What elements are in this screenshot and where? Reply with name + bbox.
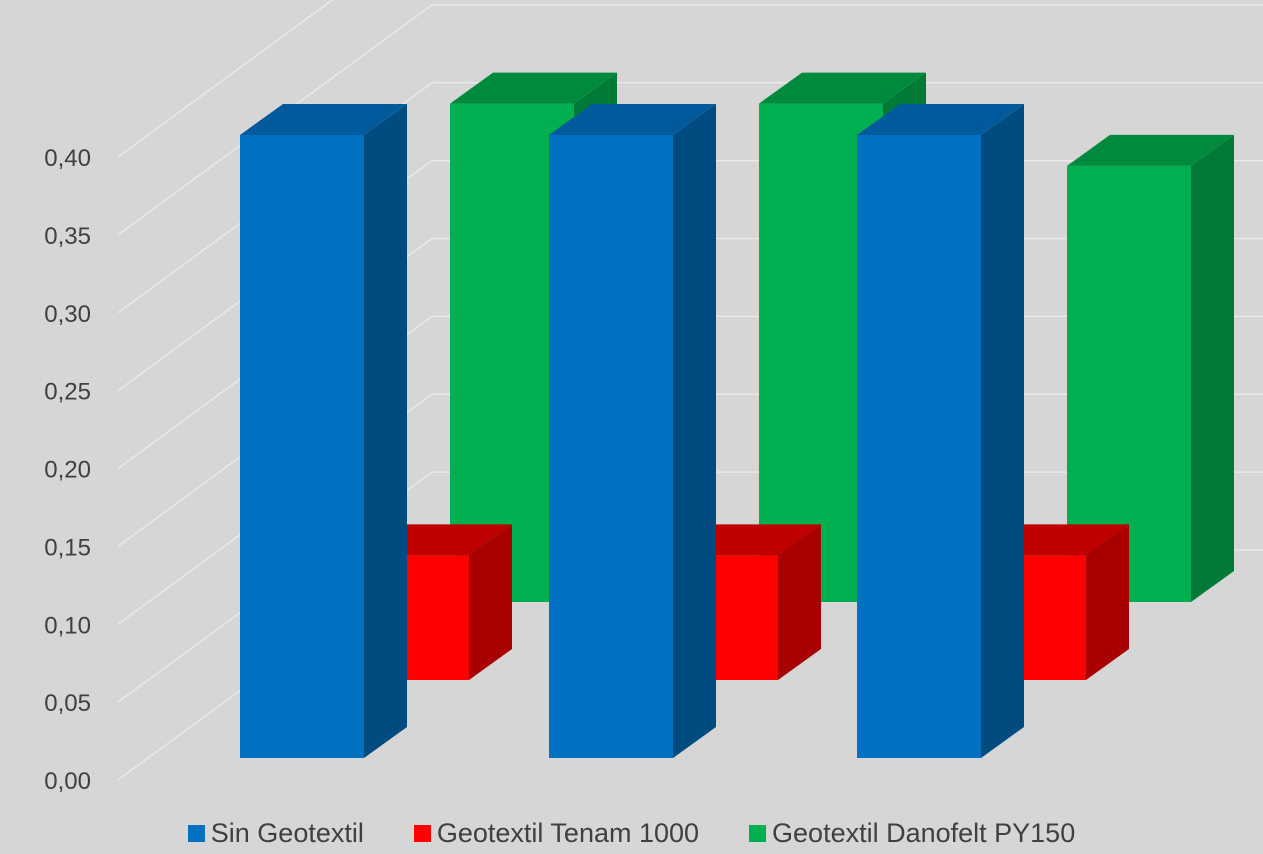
legend-swatch-tenam-1000 [413,824,431,842]
bar-1-2-side [1086,524,1129,680]
bar-0-0-side [364,104,407,758]
bar-0-2-front [857,135,981,758]
legend-swatch-danofelt-py150 [749,824,767,842]
legend: Sin Geotextil Geotextil Tenam 1000 Geote… [0,812,1263,854]
gridline-diagonal [117,0,334,158]
y-tick-label: 0,25 [44,379,91,406]
y-tick-label: 0,20 [44,457,91,484]
legend-label-tenam-1000: Geotextil Tenam 1000 [436,817,700,848]
bar-0-2-top [857,104,1024,135]
legend-swatch-sin-geotextil [187,824,205,842]
legend-item-sin-geotextil: Sin Geotextil [187,817,364,849]
legend-label-danofelt-py150: Geotextil Danofelt PY150 [772,817,1076,848]
y-tick-label: 0,05 [44,690,91,717]
chart-plot: 0,00 0,05 0,10 0,15 0,20 0,25 0,30 0,35 0,40 [44,0,1263,795]
bar-2-2-top [1067,134,1234,166]
legend-label-sin-geotextil: Sin Geotextil [210,817,364,848]
y-tick-label: 0,30 [44,301,91,328]
bar-2-1-top [759,72,926,104]
y-tick-label: 0,10 [44,612,91,639]
bar-0-1-top [549,104,716,135]
bar-0-1-side [673,104,716,758]
bar-1-0-side [469,524,512,680]
bar-1-1-side [778,524,821,680]
bar-0-0-top [240,104,407,135]
y-tick-label: 0,15 [44,534,91,561]
y-tick-label: 0,35 [44,223,91,250]
bar-0-1-front [549,135,673,758]
bar-0-0-front [240,135,364,758]
bar-2-2-side [1191,134,1234,602]
bar-2-0-top [450,72,617,104]
legend-item-danofelt-py150: Geotextil Danofelt PY150 [749,818,1075,849]
y-tick-label: 0,40 [44,145,91,172]
bar-0-2-side [981,104,1024,758]
y-tick-label: 0,00 [44,768,91,795]
legend-item-tenam-1000: Geotextil Tenam 1000 [413,817,700,849]
